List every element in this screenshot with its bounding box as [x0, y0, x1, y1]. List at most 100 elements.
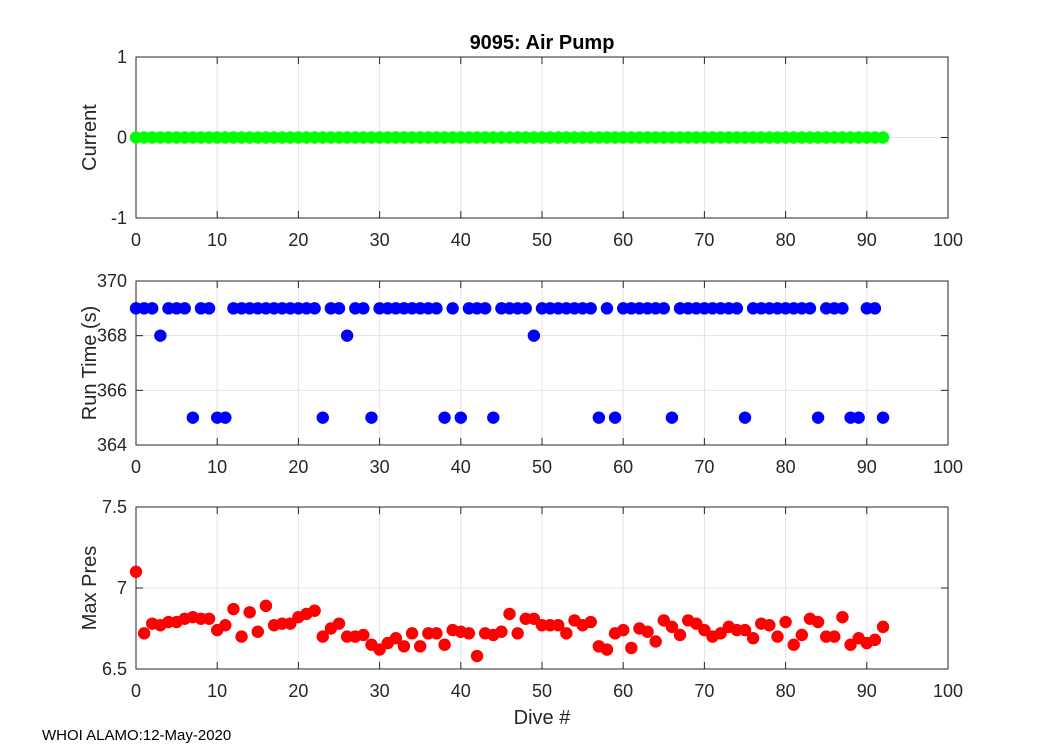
data-point	[876, 411, 890, 424]
x-tick-label: 30	[370, 230, 390, 250]
data-point	[438, 638, 451, 651]
data-point	[438, 411, 451, 424]
data-point	[787, 638, 800, 651]
x-tick-label: 100	[933, 681, 963, 701]
data-point	[202, 612, 216, 625]
data-point	[357, 628, 370, 642]
data-point	[584, 615, 597, 629]
data-point	[308, 604, 321, 617]
data-point	[259, 599, 273, 613]
x-tick-label: 10	[207, 681, 227, 701]
data-point	[332, 617, 346, 630]
data-point	[608, 411, 622, 424]
x-tick-label: 50	[532, 681, 552, 701]
data-point	[649, 635, 662, 648]
data-point	[129, 565, 143, 578]
x-tick-label: 40	[451, 230, 471, 250]
x-tick-label: 40	[451, 457, 471, 477]
data-point	[763, 619, 776, 632]
x-tick-label: 40	[451, 681, 471, 701]
data-point	[365, 411, 378, 424]
y-tick-label: 6.5	[102, 659, 127, 679]
data-point	[730, 302, 744, 315]
data-point	[414, 640, 427, 653]
x-tick-label: 70	[694, 681, 714, 701]
data-point	[227, 602, 240, 616]
x-tick-label: 90	[857, 681, 877, 701]
data-point	[828, 630, 841, 643]
data-point	[446, 302, 459, 315]
data-point	[665, 411, 679, 424]
data-point	[836, 302, 849, 315]
data-point	[137, 627, 151, 640]
data-point	[673, 628, 687, 642]
x-tick-label: 30	[370, 457, 390, 477]
data-point	[876, 620, 890, 634]
x-tick-label: 0	[131, 457, 141, 477]
data-point	[462, 627, 476, 640]
data-point	[332, 302, 346, 315]
data-point	[584, 302, 597, 315]
y-tick-label: 7.5	[102, 497, 127, 517]
data-point	[243, 606, 256, 619]
data-point	[430, 627, 443, 640]
data-point	[251, 625, 264, 638]
y-tick-label: 366	[97, 380, 127, 400]
y-tick-label: 1	[117, 47, 127, 67]
data-point	[495, 625, 508, 638]
data-point	[454, 411, 467, 424]
x-axis-label: Dive #	[514, 707, 572, 729]
data-point	[219, 411, 232, 424]
x-tick-label: 20	[288, 681, 308, 701]
x-tick-label: 50	[532, 230, 552, 250]
data-point	[430, 302, 443, 315]
data-point	[178, 302, 191, 315]
x-tick-label: 60	[613, 457, 633, 477]
y-tick-label: 0	[117, 128, 127, 148]
data-point	[405, 627, 419, 640]
data-point	[600, 302, 614, 315]
y-tick-label: 370	[97, 271, 127, 291]
data-point	[560, 627, 573, 640]
chart-title: 9095: Air Pump	[470, 32, 615, 54]
x-tick-label: 50	[532, 457, 552, 477]
y-tick-label: 368	[97, 326, 127, 346]
data-point	[641, 625, 654, 638]
y-tick-label: -1	[111, 208, 127, 228]
data-point	[316, 411, 329, 424]
data-point	[186, 411, 200, 424]
y-axis-label: Max Pres	[79, 546, 101, 630]
data-point	[738, 411, 752, 424]
data-point	[592, 411, 606, 424]
data-point	[779, 615, 792, 629]
y-axis-label: Run Time (s)	[79, 306, 101, 420]
x-tick-label: 100	[933, 230, 963, 250]
data-point	[527, 329, 541, 342]
data-point	[876, 131, 890, 144]
data-point	[357, 302, 370, 315]
y-axis-label: Current	[79, 104, 101, 171]
data-point	[795, 628, 809, 642]
data-point	[868, 302, 882, 315]
x-tick-label: 80	[776, 457, 796, 477]
data-point	[470, 649, 484, 663]
y-tick-label: 7	[117, 578, 127, 598]
data-point	[389, 632, 403, 645]
x-tick-label: 60	[613, 230, 633, 250]
x-tick-label: 10	[207, 457, 227, 477]
data-point	[154, 329, 167, 342]
data-point	[219, 619, 232, 632]
data-point	[235, 630, 248, 643]
x-tick-label: 60	[613, 681, 633, 701]
data-point	[316, 630, 329, 643]
x-tick-label: 0	[131, 230, 141, 250]
data-point	[836, 610, 849, 624]
data-point	[665, 620, 679, 634]
data-point	[340, 329, 354, 342]
data-point	[487, 411, 500, 424]
data-point	[868, 633, 882, 647]
data-point	[397, 640, 411, 653]
x-tick-label: 80	[776, 230, 796, 250]
x-tick-label: 70	[694, 457, 714, 477]
data-point	[811, 615, 825, 629]
